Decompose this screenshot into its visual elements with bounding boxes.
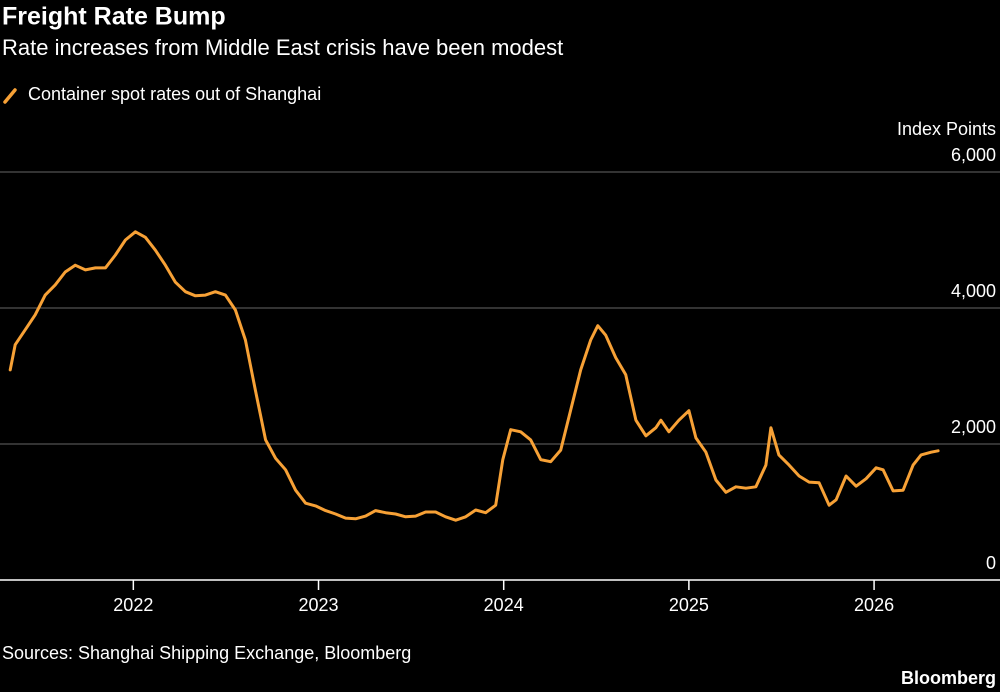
legend-swatch — [3, 88, 17, 104]
x-tick-label: 2024 — [484, 595, 524, 615]
chart-title: Freight Rate Bump — [2, 3, 226, 31]
brand: Bloomberg — [901, 668, 996, 688]
line-series — [8, 230, 940, 522]
y-tick-label: 0 — [986, 553, 996, 573]
x-tick-label: 2026 — [854, 595, 894, 615]
y-tick-label: 2,000 — [951, 417, 996, 437]
chart-subtitle: Rate increases from Middle East crisis h… — [2, 35, 563, 60]
x-tick-label: 2025 — [669, 595, 709, 615]
y-axis-label: Index Points — [897, 119, 996, 139]
x-tick-label: 2023 — [298, 595, 338, 615]
x-tick-label: 2022 — [113, 595, 153, 615]
source: Sources: Shanghai Shipping Exchange, Blo… — [2, 643, 411, 663]
legend-label: Container spot rates out of Shanghai — [28, 84, 321, 104]
y-tick-label: 4,000 — [951, 281, 996, 301]
y-tick-label: 6,000 — [951, 145, 996, 165]
